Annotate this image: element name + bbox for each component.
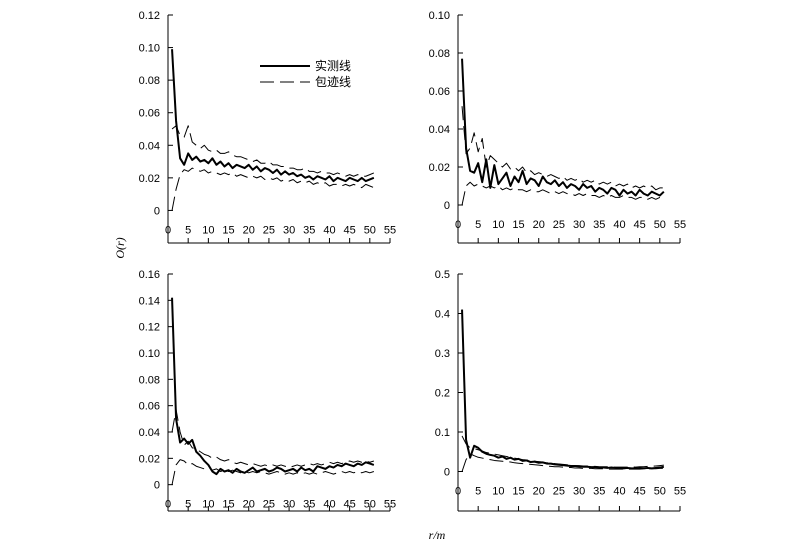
x-tick-label: 35 bbox=[593, 486, 605, 498]
x-tick-label: 50 bbox=[654, 486, 666, 498]
panels: 00.020.040.060.080.100.120 5 10 15 20 25 30 35 4… bbox=[139, 10, 686, 512]
legend-observed-label: 实测线 bbox=[315, 58, 351, 73]
y-tick-label: 0.1 bbox=[435, 427, 450, 439]
x-tick-label: 55 bbox=[384, 224, 396, 236]
x-tick-label: 10 bbox=[492, 219, 504, 231]
x-tick-label: 20 bbox=[533, 219, 545, 231]
y-tick-label: 0.08 bbox=[429, 48, 450, 60]
y-tick-label: 0.12 bbox=[139, 10, 160, 22]
panel-top-right: 0 0.02 0.04 0.06 0.08 0.10 0 5 10 15 20 25 30 35 40 45 5… bbox=[429, 10, 686, 244]
x-tick-label: 40 bbox=[613, 486, 625, 498]
x-tick-label: 15 bbox=[222, 224, 234, 236]
x-tick-label: 40 bbox=[323, 224, 335, 236]
series-upper-envelope bbox=[461, 106, 664, 191]
x-axis-title: r/m bbox=[429, 528, 446, 542]
x-tick-label: 30 bbox=[573, 219, 585, 231]
series-lower-envelope bbox=[461, 181, 664, 206]
series-observed bbox=[171, 297, 375, 476]
x-tick-label: 20 bbox=[243, 224, 255, 236]
x-tick-label: 15 bbox=[512, 219, 524, 231]
x-tick-label: 10 bbox=[202, 224, 214, 236]
x-tick-label: 25 bbox=[553, 486, 565, 498]
y-tick-label: 0 bbox=[444, 467, 450, 479]
legend-envelope-label: 包迹线 bbox=[315, 75, 351, 89]
x-tick-label: 30 bbox=[573, 486, 585, 498]
x-tick-label: 45 bbox=[634, 486, 646, 498]
x-tick-label: 25 bbox=[263, 499, 275, 511]
x-tick-label: 10 bbox=[202, 499, 214, 511]
panel-bottom-right: 0 0.1 0.2 0.3 0.4 0.5 0 5 10 15 20 25 30 35 40 45 50 55 bbox=[435, 269, 686, 512]
series-observed bbox=[461, 58, 665, 197]
x-tick-label: 0 bbox=[165, 499, 171, 511]
x-tick-label: 35 bbox=[303, 224, 315, 236]
x-tick-label: 20 bbox=[243, 499, 255, 511]
y-tick-label: 0 bbox=[154, 480, 160, 492]
y-tick-label: 0.12 bbox=[139, 322, 160, 334]
panel-bottom-left: 0 0.02 0.04 0.06 0.08 0.10 0.12 0.14 0.16 0 5 10 15 2… bbox=[139, 269, 396, 512]
y-tick-label: 0.06 bbox=[429, 86, 450, 98]
y-tick-label: 0.16 bbox=[139, 269, 160, 281]
x-tick-label: 50 bbox=[364, 499, 376, 511]
x-tick-label: 50 bbox=[364, 224, 376, 236]
y-tick-label: 0.08 bbox=[139, 374, 160, 386]
x-tick-label: 15 bbox=[512, 486, 524, 498]
x-tick-label: 55 bbox=[674, 486, 686, 498]
x-tick-label: 40 bbox=[323, 499, 335, 511]
x-tick-label: 55 bbox=[384, 499, 396, 511]
x-tick-label: 35 bbox=[593, 219, 605, 231]
y-tick-label: 0.04 bbox=[139, 140, 160, 152]
y-tick-label: 0.04 bbox=[429, 124, 450, 136]
series-observed bbox=[171, 49, 375, 183]
x-tick-label: 35 bbox=[303, 499, 315, 511]
x-tick-label: 30 bbox=[283, 499, 295, 511]
y-tick-label: 0.5 bbox=[435, 269, 450, 281]
y-tick-label: 0.02 bbox=[429, 162, 450, 174]
x-tick-label: 55 bbox=[674, 219, 686, 231]
series-upper-envelope bbox=[171, 409, 375, 469]
x-tick-label: 45 bbox=[634, 219, 646, 231]
x-tick-label: 5 bbox=[185, 499, 191, 511]
series-lower-envelope bbox=[461, 453, 664, 472]
x-tick-label: 50 bbox=[654, 219, 666, 231]
x-tick-label: 5 bbox=[185, 224, 191, 236]
x-tick-label: 20 bbox=[533, 486, 545, 498]
x-tick-label: 15 bbox=[222, 499, 234, 511]
x-tick-label: 0 bbox=[455, 219, 461, 231]
y-tick-label: 0.08 bbox=[139, 75, 160, 87]
series-lower-envelope bbox=[171, 459, 375, 485]
x-tick-label: 25 bbox=[553, 219, 565, 231]
x-tick-label: 40 bbox=[613, 219, 625, 231]
series-upper-envelope bbox=[461, 435, 664, 468]
y-tick-label: 0.14 bbox=[139, 295, 160, 307]
x-tick-label: 25 bbox=[263, 224, 275, 236]
y-tick-label: 0.10 bbox=[139, 43, 160, 55]
y-tick-label: 0.02 bbox=[139, 453, 160, 465]
y-axis-title: O(r) bbox=[113, 237, 127, 258]
y-tick-label: 0.06 bbox=[139, 401, 160, 413]
series-lower-envelope bbox=[171, 167, 375, 211]
series-observed bbox=[461, 309, 665, 470]
y-tick-label: 0.04 bbox=[139, 427, 160, 439]
y-tick-label: 0.10 bbox=[139, 348, 160, 360]
x-tick-label: 5 bbox=[475, 219, 481, 231]
y-tick-label: 0.4 bbox=[435, 309, 450, 321]
y-tick-label: 0.02 bbox=[139, 173, 160, 185]
x-tick-label: 30 bbox=[283, 224, 295, 236]
x-tick-label: 45 bbox=[344, 224, 356, 236]
x-tick-label: 5 bbox=[475, 486, 481, 498]
x-tick-label: 10 bbox=[492, 486, 504, 498]
y-tick-label: 0.3 bbox=[435, 348, 450, 360]
legend: 实测线 包迹线 bbox=[260, 58, 351, 89]
x-tick-label: 45 bbox=[344, 499, 356, 511]
y-tick-label: 0.2 bbox=[435, 388, 450, 400]
panel-top-left: 0 0.02 0.04 0.06 0.08 0.10 0.12 0 5 10 15 20 25 30 35 4… bbox=[139, 10, 396, 244]
x-tick-label: 0 bbox=[455, 486, 461, 498]
y-tick-label: 0 bbox=[154, 205, 160, 217]
series-upper-envelope bbox=[171, 125, 375, 177]
y-tick-label: 0.06 bbox=[139, 108, 160, 120]
x-tick-label: 0 bbox=[165, 224, 171, 236]
y-tick-label: 0 bbox=[444, 200, 450, 212]
y-tick-label: 0.10 bbox=[429, 10, 450, 22]
